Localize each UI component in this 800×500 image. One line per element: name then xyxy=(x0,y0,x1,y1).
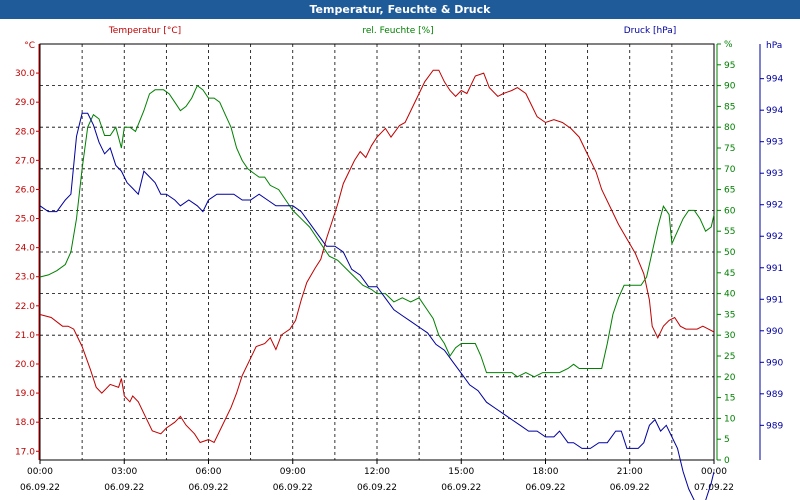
x-tick-time: 03:00 xyxy=(111,467,137,477)
humidity-tick-label: 30 xyxy=(724,331,736,341)
pressure-axis-title: Druck [hPa] xyxy=(624,26,677,36)
temperature-tick-label: 25.0 xyxy=(15,215,35,225)
humidity-tick-label: 5 xyxy=(724,435,730,445)
chart-area: 17.0 18.0 19.0 20.0 21.0 22.0 23.0 24.0 25.0 26.0… xyxy=(0,19,800,500)
temperature-tick-label: 28.0 xyxy=(15,127,35,137)
chart-title: Temperatur, Feuchte & Druck xyxy=(0,0,800,19)
pressure-tick-label: 991 xyxy=(766,264,783,274)
pressure-tick-label: 993 xyxy=(766,138,783,148)
humidity-tick-label: 20 xyxy=(724,373,736,383)
temperature-axis-title: Temperatur [°C] xyxy=(108,26,181,36)
x-tick-time: 15:00 xyxy=(448,467,474,477)
x-tick-time: 18:00 xyxy=(533,467,559,477)
series-group xyxy=(39,69,715,500)
humidity-tick-label: 40 xyxy=(724,290,736,300)
temperature-unit-label: °C xyxy=(24,41,35,51)
temperature-tick-label: 19.0 xyxy=(15,389,35,399)
x-tick-time: 12:00 xyxy=(364,467,390,477)
x-tick-time: 09:00 xyxy=(280,467,306,477)
temperature-tick-label: 18.0 xyxy=(15,418,35,428)
temperature-tick-label: 21.0 xyxy=(15,331,35,341)
temperature-tick-label: 30.0 xyxy=(15,69,35,79)
pressure-tick-label: 989 xyxy=(766,421,783,431)
humidity-tick-label: 55 xyxy=(724,227,735,237)
humidity-tick-label: 25 xyxy=(724,352,735,362)
humidity-tick-label: 60 xyxy=(724,206,736,216)
humidity-tick-label: 70 xyxy=(724,165,736,175)
humidity-axis-title: rel. Feuchte [%] xyxy=(362,26,433,36)
humidity-tick-label: 80 xyxy=(724,123,736,133)
temperature-tick-label: 27.0 xyxy=(15,156,35,166)
temperature-tick-label: 20.0 xyxy=(15,360,35,370)
pressure-tick-label: 994 xyxy=(766,106,783,116)
x-tick-time: 21:00 xyxy=(617,467,643,477)
humidity-tick-label: 15 xyxy=(724,394,735,404)
pressure-tick-label: 991 xyxy=(766,295,783,305)
pressure-tick-label: 989 xyxy=(766,390,783,400)
humidity-tick-label: 0 xyxy=(724,456,730,466)
pressure-tick-label: 990 xyxy=(766,327,783,337)
temperature-tick-label: 17.0 xyxy=(15,447,35,457)
pressure-series-line xyxy=(39,112,715,500)
humidity-series-line xyxy=(39,84,715,378)
humidity-axis: 0 5 10 15 20 25 30 35 40 45 50 55 60 65 70 75 80 85 90 95% xyxy=(716,40,736,466)
humidity-tick-label: 35 xyxy=(724,310,735,320)
x-tick-date: 06.09.22 xyxy=(273,483,313,493)
x-axis: 00:00 06.09.22 03:00 06.09.22 06:00 06.09.22 0… xyxy=(20,460,734,493)
temperature-tick-label: 24.0 xyxy=(15,244,35,254)
humidity-tick-label: 75 xyxy=(724,144,735,154)
pressure-axis: 989 989 990 990 991 991 992 992 993 993 994 994 hPa xyxy=(759,41,783,460)
plot-background xyxy=(0,19,800,500)
x-tick-date: 06.09.22 xyxy=(104,483,144,493)
temperature-axis: 17.0 18.0 19.0 20.0 21.0 22.0 23.0 24.0 25.0 26.0… xyxy=(15,41,40,460)
temperature-tick-label: 26.0 xyxy=(15,185,35,195)
humidity-tick-label: 85 xyxy=(724,102,735,112)
temperature-tick-label: 29.0 xyxy=(15,98,35,108)
temperature-tick-label: 22.0 xyxy=(15,302,35,312)
pressure-tick-label: 990 xyxy=(766,358,783,368)
pressure-unit-label: hPa xyxy=(766,41,782,51)
temperature-tick-label: 23.0 xyxy=(15,273,35,283)
humidity-tick-label: 45 xyxy=(724,269,735,279)
x-tick-date: 06.09.22 xyxy=(610,483,650,493)
temperature-series-line xyxy=(39,69,715,444)
axis-headers: Temperatur [°C] rel. Feuchte [%] Druck [hP… xyxy=(108,26,676,36)
pressure-tick-label: 993 xyxy=(766,169,783,179)
humidity-tick-label: 10 xyxy=(724,414,736,424)
x-tick-time: 00:00 xyxy=(27,467,53,477)
x-tick-time: 06:00 xyxy=(196,467,222,477)
humidity-tick-label: 95 xyxy=(724,61,735,71)
humidity-tick-label: 65 xyxy=(724,186,735,196)
x-tick-date: 06.09.22 xyxy=(188,483,228,493)
x-tick-date: 06.09.22 xyxy=(525,483,565,493)
humidity-tick-label: % xyxy=(724,40,733,50)
pressure-tick-label: 992 xyxy=(766,201,783,211)
x-tick-date: 07.09.22 xyxy=(694,483,734,493)
pressure-tick-label: 992 xyxy=(766,232,783,242)
humidity-tick-label: 50 xyxy=(724,248,736,258)
x-tick-date: 06.09.22 xyxy=(357,483,397,493)
pressure-tick-label: 994 xyxy=(766,75,783,85)
x-tick-date: 06.09.22 xyxy=(441,483,481,493)
x-tick-date: 06.09.22 xyxy=(20,483,60,493)
humidity-tick-label: 90 xyxy=(724,82,736,92)
